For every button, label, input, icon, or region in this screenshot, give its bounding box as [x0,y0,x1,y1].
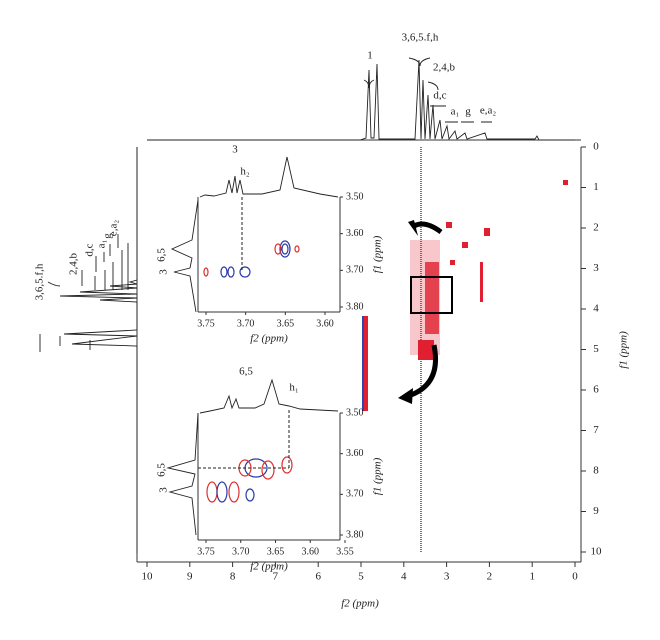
inset-x-tick-label: 3.65 [277,318,295,329]
brackets [47,57,492,287]
zoom-box [410,276,453,314]
peak-label: d,c [433,90,446,102]
y-axis-label: f1 (ppm) [618,331,630,369]
y-tick-label: 3 [593,262,599,274]
cross-peaks [362,180,568,411]
inset-peak-label: 6,5 [156,463,168,477]
inset-x-label: f2 (ppm) [250,561,288,573]
top-spectrum [147,59,575,141]
contour [216,481,228,503]
inset-spectrum [199,156,339,198]
y-tick-label: 2 [593,222,599,234]
x-tick-label: 10 [142,571,154,583]
contour [294,245,300,253]
peak-label: a₁ [96,239,108,248]
arrow-up [412,221,443,235]
arrowhead-down [398,388,413,404]
contour [274,243,282,255]
y-tick-label: 6 [593,384,599,396]
peak-label: 2,4,b [433,62,456,74]
contour [228,481,240,503]
contour [239,266,251,278]
y-tick-label: 4 [593,303,599,315]
inset-peak-label: 6,5 [239,366,253,378]
inset-y-tick-label: 3.60 [346,228,364,239]
peak-label: 3,6,5.f,h [402,32,439,44]
peak-label: a₁ [451,106,460,118]
peak-label: 1 [367,50,373,62]
left-spectrum [59,147,138,553]
inset-y-tick-label: 3.70 [346,265,364,276]
inset-y-tick-label: 3.80 [346,301,364,312]
inset-peak-label: 3 [232,144,238,156]
inset-spectrum [170,199,199,313]
inset-x-tick-label: 3.60 [316,318,334,329]
inset-x-tick-label: 3.55 [336,546,354,557]
peak-label: e,a₂ [480,105,497,117]
x-tick-label: 2 [487,571,493,583]
inset-x-label: f2 (ppm) [250,333,288,345]
inset-spectrum [199,378,339,414]
contour [203,267,209,277]
contour [220,266,228,278]
inset-y-tick-label: 3.50 [346,407,364,418]
inset-y-tick-label: 3.60 [346,448,364,459]
inset-peak-label: 6,5 [156,248,168,262]
peak-label: g [102,233,114,239]
y-tick-label: 10 [591,546,603,558]
inset-x-tick-label: 3.65 [267,546,285,557]
contour [281,456,293,474]
y-tick-label: 9 [593,505,599,517]
y-tick-label: 0 [593,141,599,153]
inset-peak-label: h₁ [289,382,299,394]
inset-x-tick-label: 3.60 [302,546,320,557]
peak-label: e,a₂ [108,220,120,237]
x-tick-label: 8 [230,571,236,583]
inset-peak-label: h₂ [240,166,250,178]
x-tick-label: 1 [529,571,535,583]
inset-x-tick-label: 3.75 [197,546,215,557]
arrow-down [407,344,438,399]
inset-y-label: f1 (ppm) [372,457,384,495]
inset-guide [198,410,290,469]
x-tick-label: 0 [572,571,578,583]
x-tick-label: 7 [273,571,279,583]
contour [206,481,218,503]
contour [279,240,291,258]
y-tick-label: 8 [593,465,599,477]
inset-y-tick-label: 3.70 [346,489,364,500]
x-tick-label: 9 [187,571,193,583]
left-spectrum-ticks [39,243,129,352]
inset-peak-label: 3 [158,487,170,493]
contour [281,243,289,255]
inset-y-tick-label: 3.80 [346,529,364,540]
inset-spectrum [166,412,199,536]
contour [245,488,255,502]
inset-y-tick-label: 3.50 [346,191,364,202]
y-tick-label: 7 [593,424,599,436]
peak-label: g [465,106,471,118]
x-tick-label: 6 [315,571,321,583]
contour [261,460,275,480]
peak-label: d,c [84,243,96,256]
arrowhead-up [408,220,418,236]
inset-x-tick-label: 3.70 [232,546,250,557]
x-tick-label: 3 [444,571,450,583]
x-tick-label: 5 [358,571,364,583]
peak-label: 3,6,5.f,h [34,263,46,300]
y-tick-label: 5 [593,343,599,355]
inset-x-tick-label: 3.75 [197,318,215,329]
x-axis-label: f2 (ppm) [341,598,379,610]
inset-y-label: f1 (ppm) [372,235,384,273]
contour [227,266,235,278]
peak-label: 2,4,b [68,253,80,276]
ridge-strip [362,316,364,411]
inset-peak-label: 3 [158,269,170,275]
x-tick-label: 4 [401,571,407,583]
inset-x-tick-label: 3.70 [237,318,255,329]
y-tick-label: 1 [593,181,599,193]
